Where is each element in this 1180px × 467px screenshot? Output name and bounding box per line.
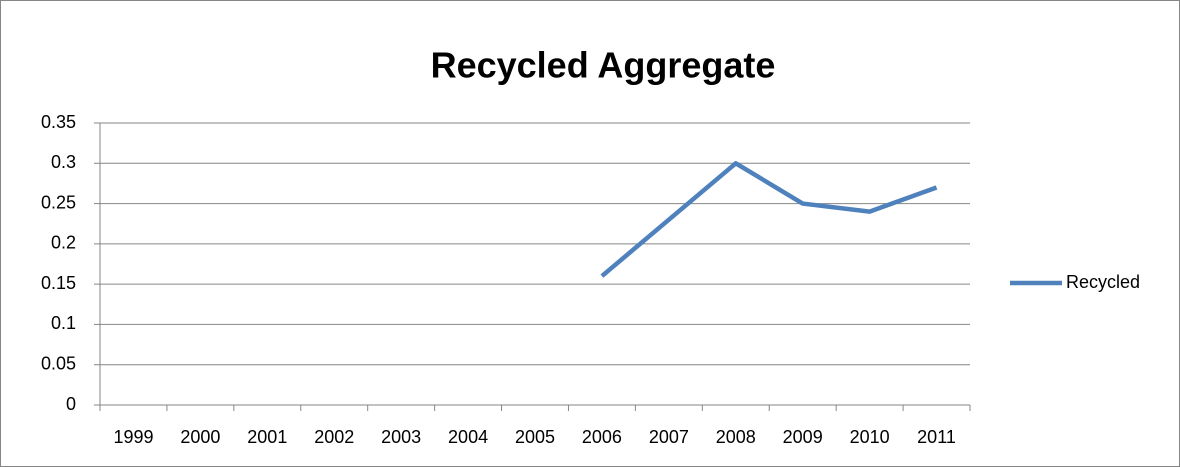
chart-title: Recycled Aggregate [431, 45, 776, 86]
x-tick-label: 2010 [850, 427, 890, 447]
series-line [600, 161, 938, 278]
x-tick-label: 2002 [314, 427, 354, 447]
x-tick-label: 1999 [113, 427, 153, 447]
y-tick-label: 0.3 [51, 152, 76, 172]
y-tick-label: 0.05 [41, 353, 76, 373]
x-tick-label: 2004 [448, 427, 488, 447]
x-tick-label: 2000 [180, 427, 220, 447]
x-tick-label: 2009 [783, 427, 823, 447]
x-tick-label: 2003 [381, 427, 421, 447]
x-tick-label: 2007 [649, 427, 689, 447]
x-tick-label: 2008 [716, 427, 756, 447]
y-tick-label: 0.25 [41, 192, 76, 212]
x-tick-label: 2001 [247, 427, 287, 447]
y-tick-label: 0 [66, 394, 76, 414]
y-tick-label: 0.1 [51, 313, 76, 333]
x-tick-label: 2006 [582, 427, 622, 447]
y-tick-label: 0.35 [41, 112, 76, 132]
y-tick-label: 0.15 [41, 273, 76, 293]
x-tick-label: 2005 [515, 427, 555, 447]
x-tick-label: 2011 [917, 427, 956, 447]
y-tick-label: 0.2 [51, 233, 76, 253]
legend-label: Recycled [1066, 272, 1140, 292]
